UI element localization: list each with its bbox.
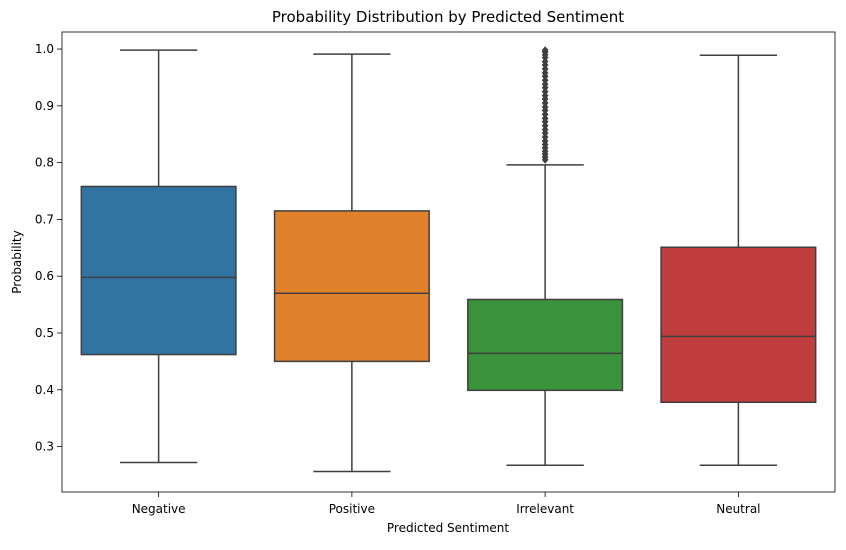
y-axis-label: Probability [10, 230, 24, 293]
y-axis: 0.3 0.4 0.5 0.6 0.7 0.8 0.9 1.0 [35, 42, 62, 454]
x-tick-label: Neutral [716, 502, 760, 516]
y-tick-label: 1.0 [35, 42, 54, 56]
plot-frame [61, 31, 836, 493]
box-irrelevant [467, 46, 624, 467]
y-tick-label: 0.7 [35, 212, 54, 226]
outlier-point [541, 46, 549, 55]
box-neutral [660, 54, 817, 467]
x-tick-label: Positive [329, 502, 375, 516]
y-tick-label: 0.8 [35, 156, 54, 170]
iqr-box [80, 185, 237, 356]
iqr-box [660, 246, 817, 404]
box-negative [80, 49, 237, 464]
iqr-box [467, 298, 624, 392]
y-tick-label: 0.6 [35, 269, 54, 283]
y-tick-label: 0.4 [35, 383, 54, 397]
box-positive [273, 53, 430, 473]
x-axis-label: Predicted Sentiment [387, 521, 509, 535]
iqr-box [273, 210, 430, 363]
x-tick-label: Negative [132, 502, 186, 516]
chart-title: Probability Distribution by Predicted Se… [272, 8, 624, 26]
y-tick-label: 0.5 [35, 326, 54, 340]
y-tick-label: 0.9 [35, 99, 54, 113]
boxes-layer [80, 46, 817, 473]
y-tick-label: 0.3 [35, 440, 54, 454]
x-tick-label: Irrelevant [516, 502, 574, 516]
x-axis: Negative Positive Irrelevant Neutral [132, 492, 761, 516]
